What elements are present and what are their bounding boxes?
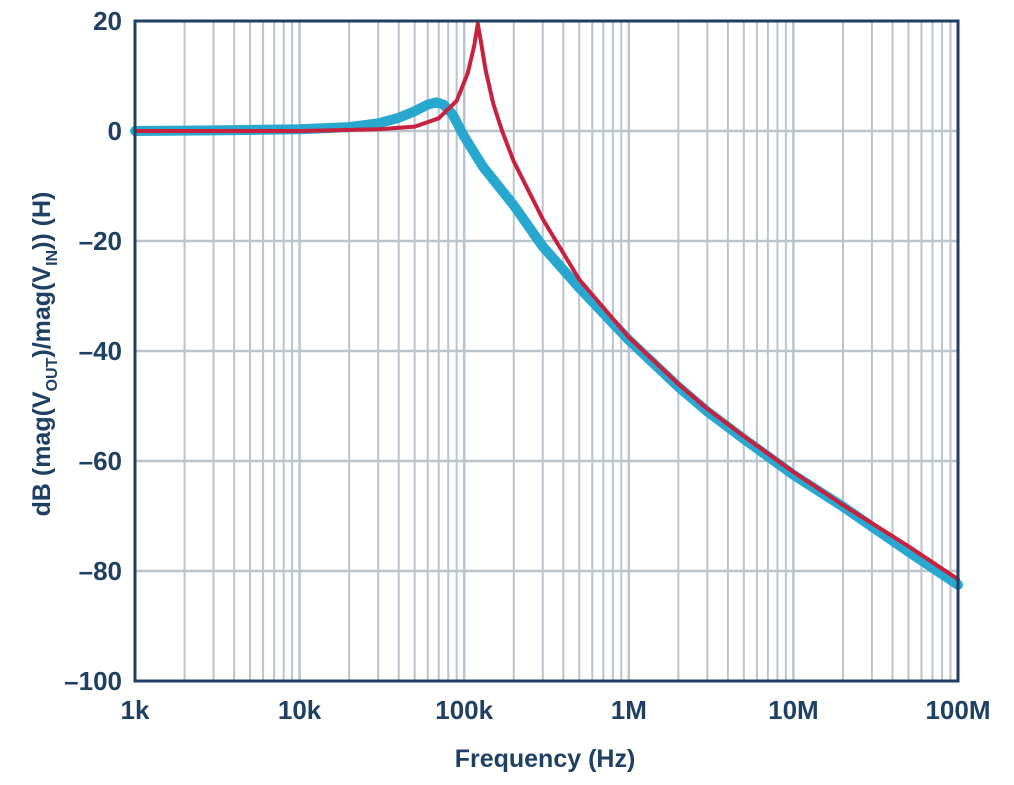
y-tick-label: –20 — [79, 226, 122, 256]
y-axis-title: dB (mag(VOUT)/mag(VIN)) (H) — [28, 192, 61, 517]
y-tick-label: –80 — [79, 556, 122, 586]
y-tick-label: 20 — [93, 6, 122, 36]
x-tick-label: 1k — [121, 695, 150, 725]
x-tick-label: 1M — [611, 695, 647, 725]
series-line-2 — [133, 21, 960, 582]
x-tick-label: 100k — [435, 695, 493, 725]
grid — [135, 21, 958, 681]
y-axis-title-sub-out: OUT — [44, 357, 61, 391]
y-tick-label: 0 — [108, 116, 122, 146]
y-tick-label: –60 — [79, 446, 122, 476]
y-tick-label: –100 — [64, 666, 122, 696]
y-axis-title-suffix: )) (H) — [28, 192, 56, 250]
y-tick-label: –40 — [79, 336, 122, 366]
y-axis-title-prefix: dB (mag(V — [28, 391, 56, 516]
x-tick-label: 10k — [278, 695, 322, 725]
y-axis-title-sub-in: IN — [44, 250, 61, 266]
x-axis-title: Frequency (Hz) — [455, 745, 636, 773]
tick-labels: 1k 10k 100k 1M 10M 100M 20 0 –20 –40 –60 –80 –100 — [64, 6, 990, 725]
x-tick-label: 100M — [925, 695, 990, 725]
series-layer — [130, 21, 963, 590]
plot-frame — [133, 19, 960, 683]
y-axis-title-mid: )/mag(V — [28, 266, 56, 358]
x-tick-label: 10M — [768, 695, 819, 725]
series-line-1 — [130, 97, 963, 590]
